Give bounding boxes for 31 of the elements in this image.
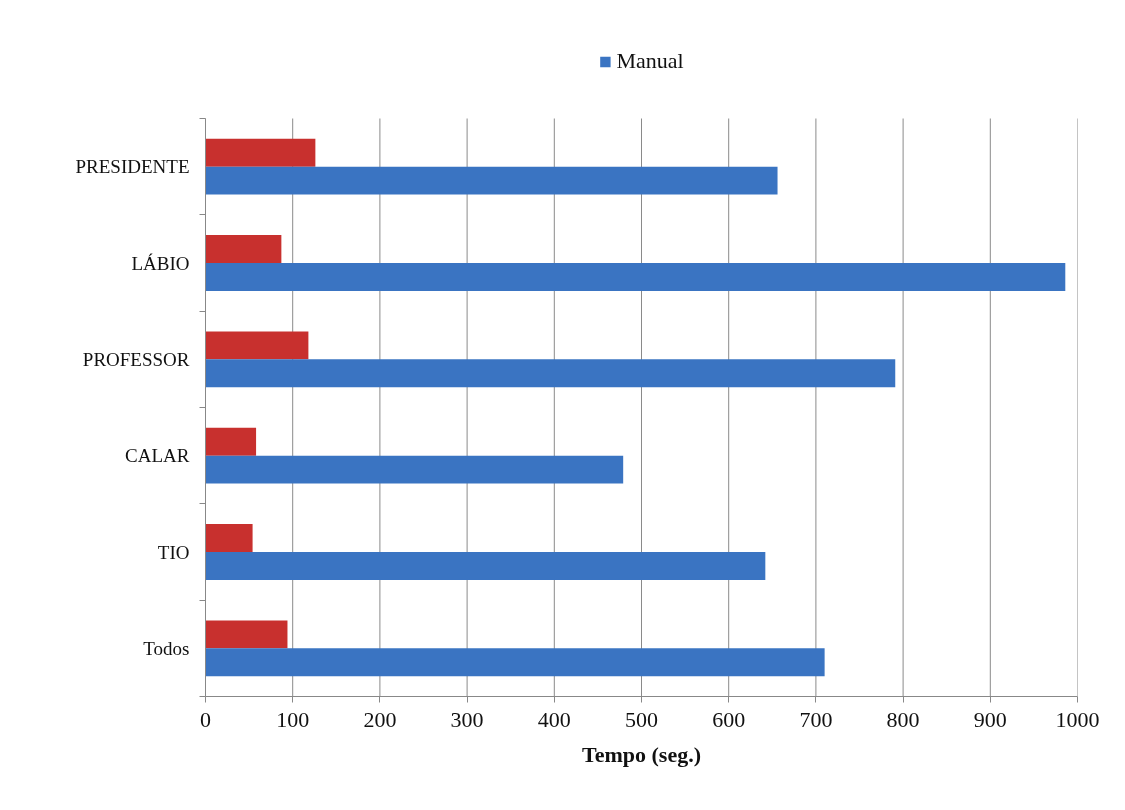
y-tick-label: PROFESSOR [82, 348, 190, 370]
bar [205, 552, 766, 580]
bar [205, 166, 778, 195]
bar [205, 427, 257, 456]
bar [205, 138, 316, 167]
x-tick-label: 800 [886, 706, 920, 732]
x-tick-label: 700 [799, 706, 833, 732]
y-tick-label: CALAR [125, 445, 190, 467]
y-tick-label: PRESIDENTE [75, 156, 190, 178]
bar [205, 455, 624, 484]
bar [205, 235, 282, 263]
x-tick-label: 100 [276, 706, 310, 732]
bar [205, 620, 288, 649]
y-tick-label: TIO [157, 541, 190, 563]
bar [205, 524, 253, 552]
legend-label: Manual [616, 48, 684, 74]
bar [205, 331, 309, 360]
x-axis-title: Tempo (seg.) [582, 741, 701, 767]
x-tick-label: 0 [200, 706, 211, 732]
y-tick-label: LÁBIO [131, 252, 190, 274]
bar [205, 263, 1066, 291]
x-tick-label: 200 [363, 706, 397, 732]
x-tick-label: 400 [537, 706, 571, 732]
x-tick-label: 500 [625, 706, 658, 732]
x-tick-label: 300 [450, 706, 484, 732]
bar [205, 648, 825, 677]
x-tick-label: 900 [973, 706, 1007, 732]
x-tick-label: 600 [712, 706, 746, 732]
bar [205, 359, 896, 388]
y-tick-label: Todos [143, 637, 190, 659]
x-tick-label: 1000 [1055, 706, 1100, 732]
